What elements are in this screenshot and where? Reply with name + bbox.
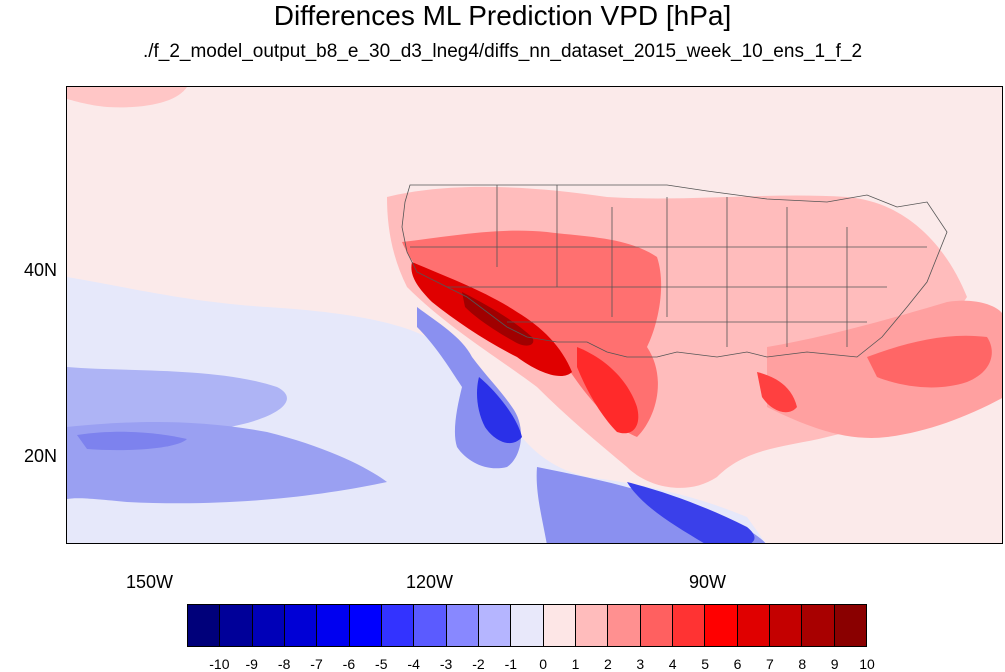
colorbar-tick-label: -5 <box>375 656 388 672</box>
colorbar-cell <box>608 605 641 646</box>
colorbar-cell <box>252 605 285 646</box>
colorbar-tick-label: 4 <box>668 656 677 672</box>
colorbar-cell <box>737 605 770 646</box>
alaska-pink-region <box>67 87 187 108</box>
y-tick-label-40n: 40N <box>24 260 58 280</box>
colorbar-cell <box>478 605 512 646</box>
colorbar-cell <box>511 605 544 646</box>
colorbar-cell <box>575 605 609 646</box>
colorbar-tick-label: 5 <box>701 656 709 672</box>
hawaii-blue-core <box>77 431 187 451</box>
chart-title: Differences ML Prediction VPD [hPa] <box>273 0 732 31</box>
texas-red-core <box>577 347 639 434</box>
us-boundaries <box>401 184 948 358</box>
vpd-difference-map <box>67 87 1002 543</box>
x-tick-label-150w: 150W <box>126 572 174 592</box>
colorbar-tick-label: -6 <box>342 656 356 672</box>
central-america-blue-core <box>627 482 755 543</box>
colorbar-tick-label: -8 <box>277 656 291 672</box>
colorbar-cell <box>834 605 866 646</box>
colorbar-cell <box>640 605 673 646</box>
colorbar-tick-label: -10 <box>209 656 230 672</box>
colorbar-tick-label: 8 <box>798 656 807 672</box>
atlantic-red-plume <box>867 335 992 388</box>
us-southwest-dark-core <box>462 292 534 346</box>
colorbar <box>187 604 867 647</box>
colorbar-cell <box>414 605 447 646</box>
colorbar-tick-label: -2 <box>472 656 485 672</box>
colorbar-cell <box>705 605 738 646</box>
colorbar-tick-label: -3 <box>439 656 453 672</box>
colorbar-tick-label: -9 <box>245 656 258 672</box>
colorbar-tick-label: 1 <box>571 656 580 672</box>
colorbar-cell <box>802 605 835 646</box>
colorbar-tick-label: -7 <box>310 656 323 672</box>
colorbar-tick-label: 3 <box>636 656 645 672</box>
colorbar-tick-label: 6 <box>733 656 742 672</box>
colorbar-cell <box>220 605 253 646</box>
colorbar-cell <box>317 605 350 646</box>
colorbar-cell <box>284 605 318 646</box>
colorbar-cell <box>769 605 803 646</box>
colorbar-cell <box>672 605 706 646</box>
colorbar-tick-label: -1 <box>504 656 518 672</box>
colorbar-tick-label: 2 <box>604 656 612 672</box>
chart-subtitle: ./f_2_model_output_b8_e_30_d3_lneg4/diff… <box>142 41 863 62</box>
x-tick-label-120w: 120W <box>406 572 454 592</box>
colorbar-tick-label: -4 <box>407 656 420 672</box>
map-plot-area <box>66 86 1003 544</box>
colorbar-cell <box>446 605 479 646</box>
colorbar-tick-label: 7 <box>765 656 774 672</box>
florida-red-core <box>757 372 797 413</box>
colorbar-tick-label: 10 <box>859 656 875 672</box>
colorbar-cell <box>381 605 415 646</box>
colorbar-cell <box>543 605 576 646</box>
colorbar-tick-label: 0 <box>539 656 548 672</box>
colorbar-tick-label: 9 <box>830 656 839 672</box>
x-tick-label-90w: 90W <box>689 572 727 592</box>
baja-blue-core <box>477 377 522 444</box>
y-tick-label-20n: 20N <box>24 446 58 466</box>
colorbar-cell <box>188 605 221 646</box>
colorbar-cell <box>349 605 382 646</box>
